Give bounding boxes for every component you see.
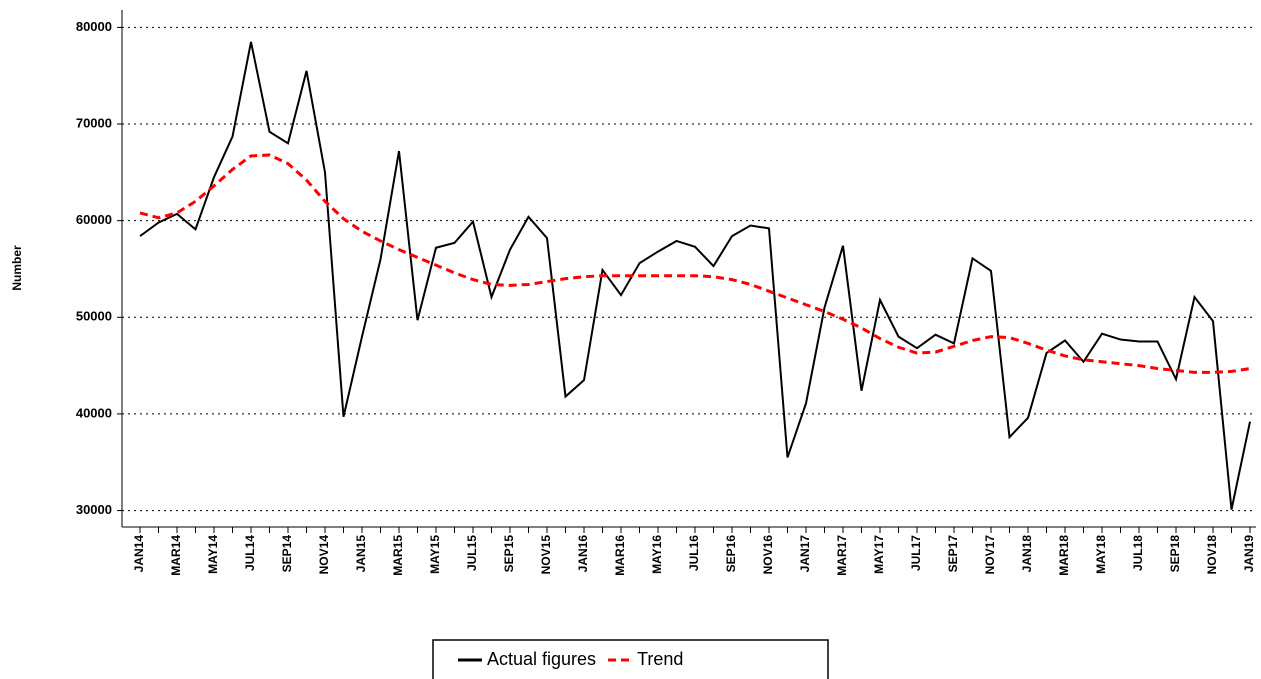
x-tick-label: SEP18 [1168,535,1182,573]
x-tick-label: JAN19 [1242,535,1256,573]
x-tick-label: MAY17 [872,535,886,574]
x-tick-label: SEP14 [280,535,294,573]
x-tick-label: JUL16 [687,535,701,571]
x-tick-label: MAR17 [835,535,849,576]
x-tick-label: JAN14 [132,535,146,573]
series-line [139,153,1251,374]
x-tick-label: SEP16 [724,535,738,573]
x-tick-label: NOV18 [1205,535,1219,575]
x-tick-label: SEP17 [946,535,960,573]
x-tick-label: MAR18 [1057,535,1071,576]
x-tick-label: NOV15 [539,535,553,575]
x-tick-label: MAR16 [613,535,627,576]
y-tick-label: 50000 [76,309,112,324]
x-tick-label: MAY16 [650,535,664,574]
y-tick-label: 30000 [76,502,112,517]
x-tick-label: MAY14 [206,535,220,574]
x-tick-label: JAN18 [1020,535,1034,573]
x-tick-label: MAR15 [391,535,405,576]
x-tick-label: MAY18 [1094,535,1108,574]
x-tick-label: JUL18 [1131,535,1145,571]
legend-box [432,639,829,679]
x-tick-label: JUL15 [465,535,479,571]
x-tick-label: JUL14 [243,535,257,571]
y-tick-label: 80000 [76,19,112,34]
series-line [139,41,1251,510]
y-tick-label: 70000 [76,115,112,130]
legend-label: Actual figures [487,649,596,669]
y-tick-label: 60000 [76,212,112,227]
y-axis-label: Number [10,245,24,291]
legend-label: Trend [637,649,683,669]
x-tick-label: JAN15 [354,535,368,573]
x-tick-label: MAR14 [169,535,183,576]
x-tick-label: MAY15 [428,535,442,574]
x-tick-label: NOV16 [761,535,775,575]
x-tick-label: JAN17 [798,535,812,573]
x-tick-label: NOV17 [983,535,997,575]
x-tick-label: JUL17 [909,535,923,571]
x-tick-label: JAN16 [576,535,590,573]
x-tick-label: NOV14 [317,535,331,575]
y-tick-label: 40000 [76,405,112,420]
x-tick-label: SEP15 [502,535,516,573]
